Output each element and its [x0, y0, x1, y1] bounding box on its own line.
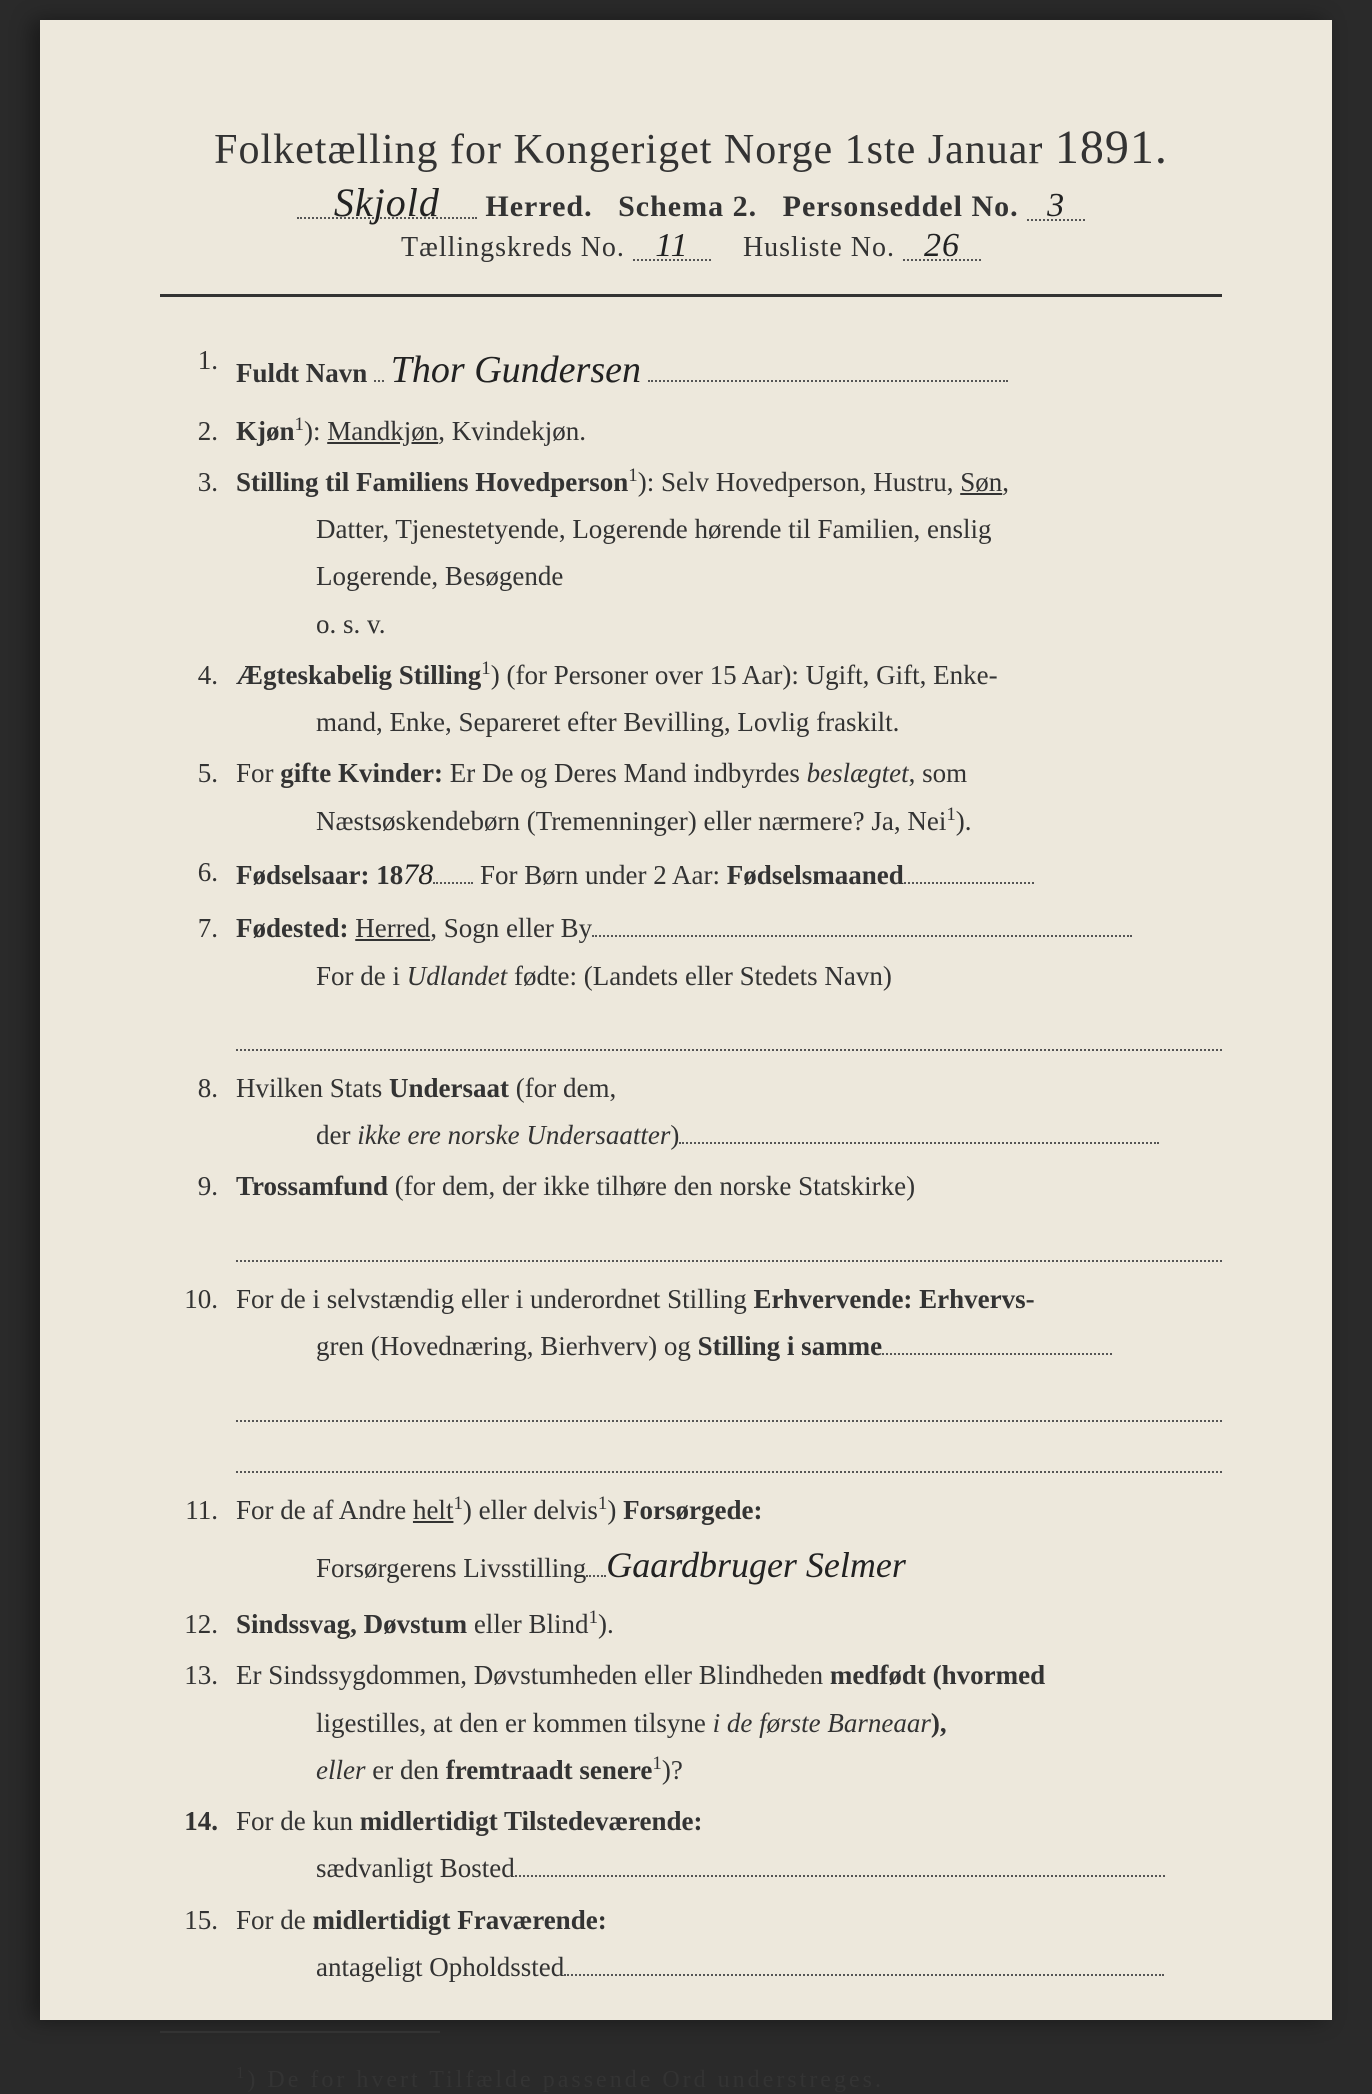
item-5: 5. For gifte Kvinder: Er De og Deres Man… [160, 750, 1222, 845]
personseddel-no: 3 [1027, 192, 1085, 221]
herred-handwritten: Skjold [297, 189, 477, 219]
q3-label: Stilling til Familiens Hovedperson [236, 467, 628, 497]
item-7: 7. Fødested: Herred, Sogn eller By For d… [160, 905, 1222, 1000]
item-body: For de midlertidigt Fraværende: antageli… [236, 1897, 1222, 1992]
blank-dotline [236, 1006, 1222, 1051]
husliste-no: 26 [903, 232, 981, 261]
item-14: 14. For de kun midlertidigt Tilstedevære… [160, 1798, 1222, 1893]
sub-line-1: Skjold Herred. Schema 2. Personseddel No… [160, 189, 1222, 224]
item-body: Hvilken Stats Undersaat (for dem, der ik… [236, 1065, 1222, 1160]
item-num: 15. [160, 1897, 236, 1992]
item-num: 8. [160, 1065, 236, 1160]
item-num: 7. [160, 905, 236, 1000]
item-6: 6. Fødselsaar: 1878 For Børn under 2 Aar… [160, 849, 1222, 902]
personseddel-label: Personseddel No. [783, 190, 1019, 223]
item-3: 3. Stilling til Familiens Hovedperson1):… [160, 459, 1222, 648]
item-11: 11. For de af Andre helt1) eller delvis1… [160, 1487, 1222, 1597]
item-4: 4. Ægteskabelig Stilling1) (for Personer… [160, 652, 1222, 747]
blank-dotline [236, 1376, 1222, 1421]
schema-label: Schema 2. [618, 190, 757, 223]
blank-dotline [236, 1217, 1222, 1262]
item-num: 11. [160, 1487, 236, 1597]
item-body: Fødselsaar: 1878 For Børn under 2 Aar: F… [236, 849, 1222, 902]
taellingskreds-no: 11 [633, 232, 711, 261]
item-body: For de kun midlertidigt Tilstedeværende:… [236, 1798, 1222, 1893]
item-body: Ægteskabelig Stilling1) (for Personer ov… [236, 652, 1222, 747]
title-year: 1891. [1055, 121, 1168, 174]
census-form-page: Folketælling for Kongeriget Norge 1ste J… [40, 20, 1332, 2020]
q2-label: Kjøn [236, 416, 295, 446]
footnote: 1) De for hvert Tilfælde passende Ord un… [236, 2063, 1222, 2094]
title-prefix: Folketælling for Kongeriget Norge 1ste J… [214, 127, 1043, 173]
item-12: 12. Sindssvag, Døvstum eller Blind1). [160, 1601, 1222, 1648]
item-2: 2. Kjøn1): Mandkjøn, Kvindekjøn. [160, 408, 1222, 455]
sub-line-2: Tællingskreds No. 11 Husliste No. 26 [160, 232, 1222, 264]
form-header: Folketælling for Kongeriget Norge 1ste J… [160, 120, 1222, 264]
item-num: 9. [160, 1163, 236, 1210]
item-10: 10. For de i selvstændig eller i underor… [160, 1276, 1222, 1371]
taellingskreds-label: Tællingskreds No. [401, 232, 625, 263]
item-num: 4. [160, 652, 236, 747]
item-num: 5. [160, 750, 236, 845]
husliste-label: Husliste No. [743, 232, 895, 263]
footnote-divider [160, 2031, 440, 2033]
item-9: 9. Trossamfund (for dem, der ikke tilhør… [160, 1163, 1222, 1210]
header-divider [160, 294, 1222, 297]
blank-dotline [236, 1428, 1222, 1473]
q4-label: Ægteskabelig Stilling [236, 660, 481, 690]
item-15: 15. For de midlertidigt Fraværende: anta… [160, 1897, 1222, 1992]
q2-mandkjon: Mandkjøn [327, 416, 438, 446]
item-num: 10. [160, 1276, 236, 1371]
item-body: Kjøn1): Mandkjøn, Kvindekjøn. [236, 408, 1222, 455]
item-8: 8. Hvilken Stats Undersaat (for dem, der… [160, 1065, 1222, 1160]
item-body: Fuldt Navn Thor Gundersen [236, 337, 1222, 404]
item-num: 2. [160, 408, 236, 455]
item-body: Sindssvag, Døvstum eller Blind1). [236, 1601, 1222, 1648]
item-body: Stilling til Familiens Hovedperson1): Se… [236, 459, 1222, 648]
q1-value: Thor Gundersen [391, 349, 641, 391]
item-num: 1. [160, 337, 236, 404]
q6-year: 78 [403, 858, 433, 891]
q1-label: Fuldt Navn [236, 358, 367, 388]
item-num: 3. [160, 459, 236, 648]
item-num: 14. [160, 1798, 236, 1893]
form-items: 1. Fuldt Navn Thor Gundersen 2. Kjøn1): … [160, 337, 1222, 1991]
item-body: Er Sindssygdommen, Døvstumheden eller Bl… [236, 1652, 1222, 1794]
item-body: For de af Andre helt1) eller delvis1) Fo… [236, 1487, 1222, 1597]
q11-value: Gaardbruger Selmer [606, 1545, 906, 1585]
q3-son: Søn [960, 467, 1002, 497]
item-1: 1. Fuldt Navn Thor Gundersen [160, 337, 1222, 404]
item-body: Fødested: Herred, Sogn eller By For de i… [236, 905, 1222, 1000]
item-13: 13. Er Sindssygdommen, Døvstumheden elle… [160, 1652, 1222, 1794]
title-line: Folketælling for Kongeriget Norge 1ste J… [160, 120, 1222, 175]
item-num: 13. [160, 1652, 236, 1794]
item-body: Trossamfund (for dem, der ikke tilhøre d… [236, 1163, 1222, 1210]
item-body: For gifte Kvinder: Er De og Deres Mand i… [236, 750, 1222, 845]
item-body: For de i selvstændig eller i underordnet… [236, 1276, 1222, 1371]
item-num: 6. [160, 849, 236, 902]
footnote-text: ) De for hvert Tilfælde passende Ord und… [247, 2067, 884, 2093]
item-num: 12. [160, 1601, 236, 1648]
herred-label: Herred. [485, 190, 592, 223]
